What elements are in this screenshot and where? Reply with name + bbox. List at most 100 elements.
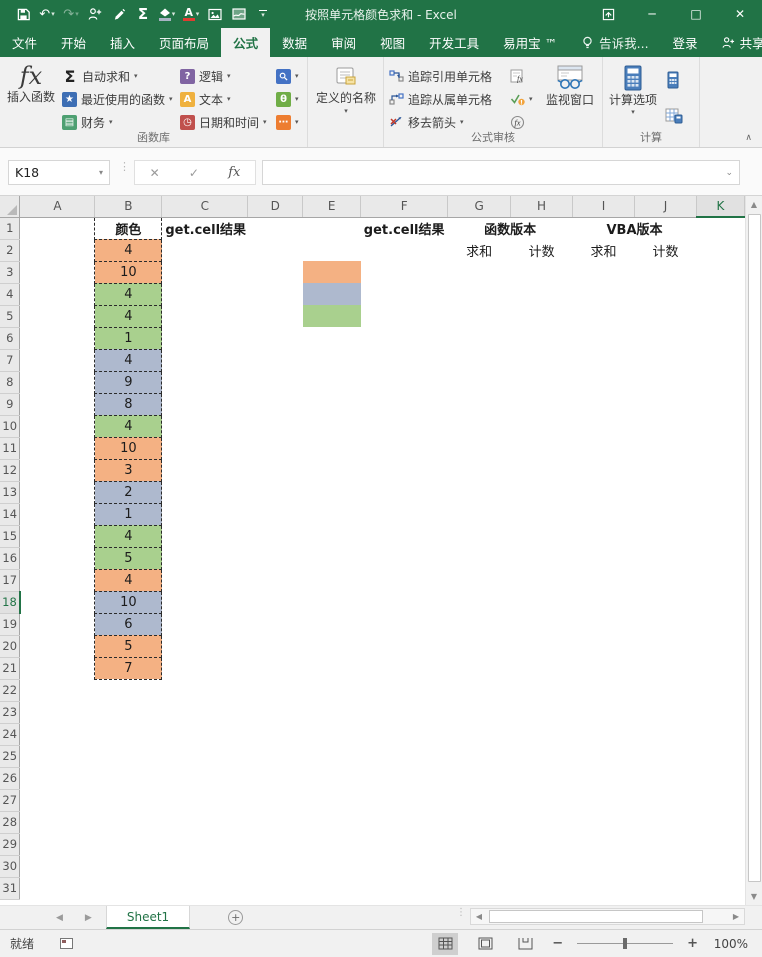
ribbon-tab-8[interactable]: 视图	[380, 36, 406, 51]
cell-A15[interactable]	[20, 525, 95, 547]
cell-K26[interactable]	[696, 767, 744, 789]
cell-H21[interactable]	[511, 657, 573, 679]
cell-D25[interactable]	[248, 745, 303, 767]
cell-J22[interactable]	[635, 679, 697, 701]
cell-K1[interactable]	[696, 217, 744, 239]
cell-E1[interactable]	[303, 217, 361, 239]
cell-J8[interactable]	[635, 371, 697, 393]
cell-H28[interactable]	[511, 811, 573, 833]
cell-C17[interactable]	[162, 569, 248, 591]
cell-G23[interactable]	[448, 701, 511, 723]
cell-H27[interactable]	[511, 789, 573, 811]
ribbon-tab-10[interactable]: 易用宝 ™	[503, 36, 558, 51]
cell-K15[interactable]	[696, 525, 744, 547]
cell-I21[interactable]	[573, 657, 635, 679]
cell-E29[interactable]	[303, 833, 361, 855]
cell-E11[interactable]	[303, 437, 361, 459]
cell-I5[interactable]	[573, 305, 635, 327]
cell-I4[interactable]	[573, 283, 635, 305]
cell-C8[interactable]	[162, 371, 248, 393]
cell-H17[interactable]	[511, 569, 573, 591]
cell-I26[interactable]	[573, 767, 635, 789]
cell-C27[interactable]	[162, 789, 248, 811]
cell-D3[interactable]	[248, 261, 303, 283]
name-box[interactable]: K18 ▾	[8, 160, 110, 185]
row-header-7[interactable]: 7	[0, 349, 21, 372]
cell-H19[interactable]	[511, 613, 573, 635]
cell-A1[interactable]	[20, 217, 95, 239]
calculate-now-button[interactable]	[665, 69, 681, 91]
cell-A24[interactable]	[20, 723, 95, 745]
cell-F9[interactable]	[361, 393, 448, 415]
cell-F21[interactable]	[361, 657, 448, 679]
cell-K23[interactable]	[696, 701, 744, 723]
cell-D29[interactable]	[248, 833, 303, 855]
cell-D28[interactable]	[248, 811, 303, 833]
cell-D24[interactable]	[248, 723, 303, 745]
cell-H10[interactable]	[511, 415, 573, 437]
column-header-A[interactable]: A	[19, 196, 96, 218]
cell-G26[interactable]	[448, 767, 511, 789]
column-header-I[interactable]: I	[572, 196, 635, 218]
cell-J11[interactable]	[635, 437, 697, 459]
cell-C16[interactable]	[162, 547, 248, 569]
cell-D13[interactable]	[248, 481, 303, 503]
cell-K16[interactable]	[696, 547, 744, 569]
cell-F13[interactable]	[361, 481, 448, 503]
cell-H13[interactable]	[511, 481, 573, 503]
cell-G15[interactable]	[448, 525, 511, 547]
cell-J28[interactable]	[635, 811, 697, 833]
zoom-in-button[interactable]: +	[687, 936, 698, 951]
cell-H15[interactable]	[511, 525, 573, 547]
cell-K25[interactable]	[696, 745, 744, 767]
cell-A20[interactable]	[20, 635, 95, 657]
row-header-30[interactable]: 30	[0, 855, 21, 878]
cell-A13[interactable]	[20, 481, 95, 503]
cell-B12[interactable]: 3	[94, 458, 163, 482]
cell-B28[interactable]	[95, 811, 162, 833]
cell-F22[interactable]	[361, 679, 448, 701]
column-header-B[interactable]: B	[94, 196, 163, 218]
cell-K3[interactable]	[696, 261, 744, 283]
cell-D11[interactable]	[248, 437, 303, 459]
cell-J16[interactable]	[635, 547, 697, 569]
cell-C5[interactable]	[162, 305, 248, 327]
cell-F26[interactable]	[361, 767, 448, 789]
save-icon[interactable]	[12, 3, 34, 25]
cell-H8[interactable]	[511, 371, 573, 393]
row-header-21[interactable]: 21	[0, 657, 21, 680]
cell-J12[interactable]	[635, 459, 697, 481]
cell-B22[interactable]	[95, 679, 162, 701]
cell-B20[interactable]: 5	[94, 634, 163, 658]
cell-F6[interactable]	[361, 327, 448, 349]
autosum-button[interactable]: Σ 自动求和 ▾	[62, 65, 138, 87]
cell-G8[interactable]	[448, 371, 511, 393]
cell-C20[interactable]	[162, 635, 248, 657]
cell-D15[interactable]	[248, 525, 303, 547]
cell-A2[interactable]	[20, 239, 95, 261]
cell-K5[interactable]	[696, 305, 744, 327]
cell-B8[interactable]: 9	[94, 370, 163, 394]
cell-F16[interactable]	[361, 547, 448, 569]
column-header-H[interactable]: H	[510, 196, 574, 218]
cell-J27[interactable]	[635, 789, 697, 811]
cell-C3[interactable]	[162, 261, 248, 283]
cell-D30[interactable]	[248, 855, 303, 877]
cell-H20[interactable]	[511, 635, 573, 657]
ribbon-tab-4[interactable]: 页面布局	[159, 36, 210, 51]
row-header-19[interactable]: 19	[0, 613, 21, 636]
cell-I24[interactable]	[573, 723, 635, 745]
cell-G17[interactable]	[448, 569, 511, 591]
row-header-28[interactable]: 28	[0, 811, 21, 834]
cell-G11[interactable]	[448, 437, 511, 459]
cell-D18[interactable]	[248, 591, 303, 613]
cell-J15[interactable]	[635, 525, 697, 547]
cell-A23[interactable]	[20, 701, 95, 723]
row-header-29[interactable]: 29	[0, 833, 21, 856]
cell-E25[interactable]	[303, 745, 361, 767]
cell-F23[interactable]	[361, 701, 448, 723]
cell-E6[interactable]	[303, 327, 361, 349]
cell-E28[interactable]	[303, 811, 361, 833]
trace-dependents-button[interactable]: 追踪从属单元格	[389, 88, 492, 110]
cell-B30[interactable]	[95, 855, 162, 877]
